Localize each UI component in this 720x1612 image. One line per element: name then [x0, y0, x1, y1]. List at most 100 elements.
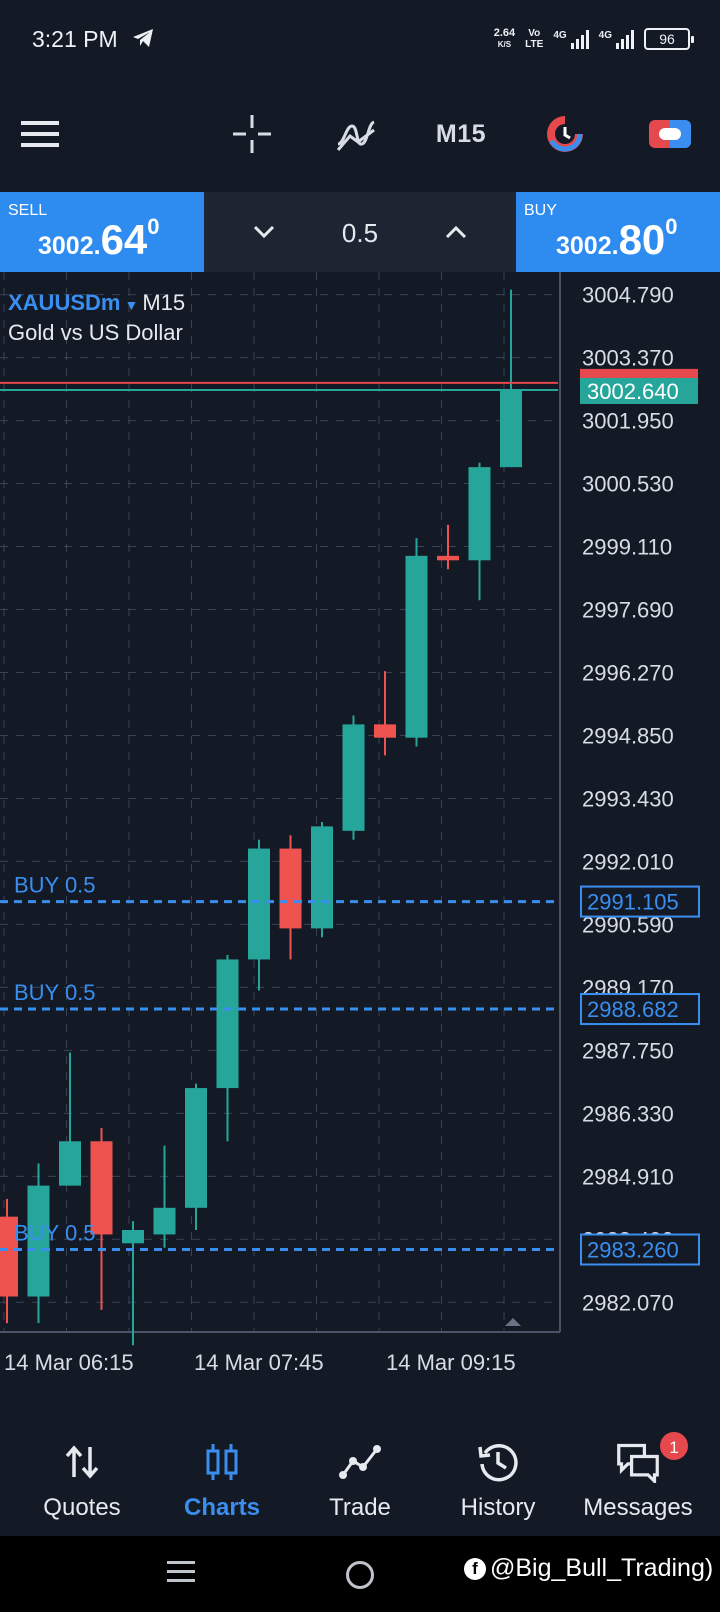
- chevron-up-icon: [445, 225, 467, 239]
- signal-icon-2: 4G: [598, 29, 634, 49]
- volte-icon: Vo LTE: [525, 28, 543, 50]
- buy-label: BUY: [524, 202, 557, 219]
- chart-shift-marker-icon: [505, 1318, 521, 1326]
- position-price-tag: [580, 993, 700, 1026]
- messages-chat-icon: [616, 1440, 660, 1484]
- candle-body: [216, 959, 239, 1089]
- candle-body: [374, 724, 396, 738]
- one-click-trading-icon[interactable]: [646, 104, 694, 164]
- lot-size-input[interactable]: 0.5: [341, 218, 379, 248]
- volte-top: Vo: [528, 28, 541, 39]
- price-axis-label: 2986.330: [582, 1101, 674, 1126]
- system-navigation-bar: f @Big_Bull_Trading): [0, 1536, 720, 1612]
- lot-increase-button[interactable]: [436, 212, 476, 252]
- buy-button[interactable]: BUY 3002.800: [516, 192, 720, 272]
- facebook-icon: f: [464, 1557, 486, 1580]
- position-price-tag: [580, 885, 700, 918]
- symbol-dropdown-icon[interactable]: ▼: [124, 297, 139, 313]
- price-axis-label: 3003.370: [582, 346, 674, 371]
- chart-timeframe: M15: [142, 290, 186, 315]
- candle-body: [59, 1141, 81, 1186]
- bid-price-label: 3002.640: [587, 379, 679, 404]
- sell-price-big: 64: [100, 216, 148, 263]
- time-axis-label: 14 Mar 07:45: [194, 1350, 324, 1375]
- bottom-navigation: Quotes Charts Trade History 1 Messages: [0, 1418, 720, 1536]
- symbol-name[interactable]: XAUUSDm: [8, 290, 121, 315]
- network-type-2: 4G: [598, 29, 612, 41]
- price-axis-label: 2999.110: [582, 535, 672, 560]
- price-axis-label: 2984.910: [582, 1164, 674, 1189]
- candle-body: [153, 1207, 176, 1235]
- nav-history[interactable]: History: [428, 1418, 568, 1536]
- nav-trade[interactable]: Trade: [290, 1418, 430, 1536]
- time-axis-label: 14 Mar 06:15: [4, 1350, 134, 1375]
- volte-bottom: LTE: [525, 39, 544, 50]
- nav-charts[interactable]: Charts: [152, 1418, 292, 1536]
- indicators-icon[interactable]: [332, 104, 380, 164]
- buy-price-sup: 0: [665, 214, 678, 239]
- price-axis-label: 2997.690: [582, 598, 674, 623]
- nav-charts-label: Charts: [183, 1494, 261, 1521]
- history-clock-icon: [476, 1440, 520, 1484]
- status-bar: 3:21 PM 2.64 K/S Vo LTE 4G 4G 96: [0, 0, 720, 80]
- price-axis-label: 3000.530: [582, 472, 674, 497]
- position-label: BUY 0.5: [14, 980, 96, 1005]
- chart-symbol[interactable]: XAUUSDm ▼ M15: [8, 290, 185, 316]
- candle-body: [122, 1229, 144, 1244]
- chart-toolbar: M15: [0, 80, 720, 190]
- candle-body: [437, 555, 459, 561]
- position-price-label: 2983.260: [587, 1238, 679, 1263]
- status-indicators: 2.64 K/S Vo LTE 4G 4G 96: [494, 24, 694, 54]
- chart-objects-icon[interactable]: [540, 104, 590, 164]
- price-chart[interactable]: 3004.790 3003.370 3001.950 3000.530 2999.110…: [0, 272, 720, 1418]
- price-axis-label: 3004.790: [582, 283, 674, 308]
- sell-button[interactable]: SELL 3002.640: [0, 192, 204, 272]
- buy-price-big: 80: [618, 216, 666, 263]
- status-time: 3:21 PM: [32, 26, 118, 52]
- telegram-icon: [132, 28, 154, 53]
- price-axis-label: 2994.850: [582, 723, 674, 748]
- network-speed: 2.64 K/S: [494, 28, 515, 50]
- buy-price-main: 3002.: [556, 232, 619, 260]
- position-price-tag: [580, 1233, 700, 1266]
- price-axis-label: 2992.010: [582, 849, 674, 874]
- buy-price: 3002.800: [556, 214, 678, 264]
- candle-body: [468, 467, 491, 561]
- position-price-label: 2988.682: [587, 997, 679, 1022]
- candle-body: [248, 848, 270, 960]
- nav-trade-label: Trade: [329, 1494, 391, 1521]
- nav-quotes[interactable]: Quotes: [12, 1418, 152, 1536]
- position-label: BUY 0.5: [14, 873, 96, 898]
- timeframe-button[interactable]: M15: [435, 119, 487, 148]
- network-type-1: 4G: [553, 29, 567, 41]
- bid-price-tag: [580, 377, 698, 404]
- candle-body: [342, 724, 365, 831]
- candle-body: [185, 1088, 207, 1208]
- price-axis-label: 2987.750: [582, 1038, 674, 1063]
- recent-apps-icon[interactable]: [167, 1558, 195, 1591]
- candle-body: [311, 826, 333, 929]
- trade-line-icon: [338, 1440, 382, 1484]
- price-axis-label: 2993.430: [582, 786, 674, 811]
- speed-unit: K/S: [497, 40, 512, 49]
- nav-history-label: History: [460, 1494, 536, 1521]
- price-axis-label: 3001.950: [582, 409, 674, 434]
- position-price-label: 2991.105: [587, 890, 679, 915]
- charts-candles-icon: [200, 1440, 244, 1484]
- lot-decrease-button[interactable]: [244, 212, 284, 252]
- messages-badge: 1: [658, 1430, 690, 1462]
- battery-icon: 96: [644, 28, 694, 50]
- watermark: f @Big_Bull_Trading): [464, 1554, 713, 1583]
- price-axis-label: 2982.070: [582, 1290, 674, 1315]
- crosshair-icon[interactable]: [228, 104, 276, 164]
- candlestick-chart[interactable]: 3004.790 3003.370 3001.950 3000.530 2999.110…: [0, 272, 720, 1418]
- signal-icon: 4G: [553, 29, 589, 49]
- hamburger-menu-icon[interactable]: [18, 104, 62, 164]
- candle-body: [405, 555, 428, 738]
- chevron-down-icon: [253, 225, 275, 239]
- candle-body: [0, 1216, 18, 1297]
- home-button-icon[interactable]: [346, 1561, 374, 1589]
- nav-messages[interactable]: 1 Messages: [568, 1418, 708, 1536]
- sell-price-sup: 0: [147, 214, 160, 239]
- candle-body: [279, 848, 302, 929]
